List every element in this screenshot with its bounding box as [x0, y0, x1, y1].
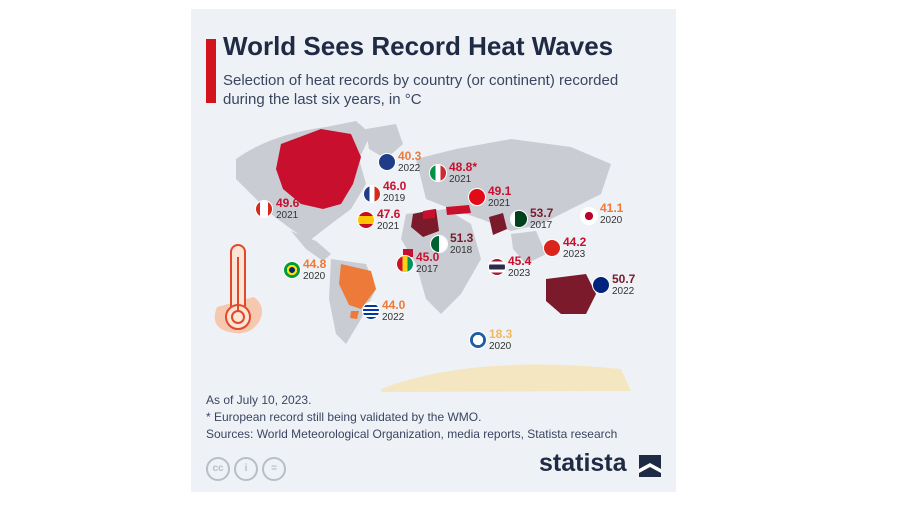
page-title: World Sees Record Heat Waves [223, 31, 614, 61]
record-year: 2017 [530, 220, 553, 231]
record-value: 50.7 [612, 272, 636, 286]
uruguay-flag-icon [363, 303, 379, 319]
record-year: 2023 [563, 249, 586, 260]
footer-notes: As of July 10, 2023. * European record s… [206, 392, 617, 443]
record-label: 44.2 2023 [563, 235, 587, 261]
uk-flag-icon [379, 154, 395, 170]
record-year: 2021 [488, 198, 511, 209]
canada-flag-icon [256, 201, 272, 217]
uruguay-shape [350, 311, 359, 319]
canada-shape [276, 129, 361, 209]
record-year: 2022 [382, 312, 405, 323]
record-value: 45.4 [508, 254, 532, 268]
algeria-flag-icon [431, 236, 447, 252]
record-label: 50.7 2022 [612, 272, 636, 298]
record-value: 45.0 [416, 250, 440, 264]
record-label: 53.7 2017 [530, 206, 554, 232]
record-year: 2020 [600, 215, 623, 226]
record-value: 49.1 [488, 184, 512, 198]
record-value: 44.8 [303, 257, 327, 271]
spain-shape [423, 209, 435, 219]
record-label: 46.0 2019 [383, 179, 407, 205]
thailand-flag-icon [489, 259, 505, 275]
record-label: 49.6 2021 [276, 196, 300, 222]
record-value: 44.0 [382, 298, 406, 312]
cc-icon[interactable]: cc [206, 457, 230, 481]
record-label: 48.8* 2021 [449, 160, 478, 186]
spain-flag-icon [358, 212, 374, 228]
guinea-shape [403, 249, 413, 257]
brazil-shape [339, 264, 376, 309]
statista-logo[interactable]: statista [539, 449, 627, 477]
record-label: 45.4 2023 [508, 254, 532, 280]
record-label: 51.3 2018 [450, 231, 474, 257]
record-label: 47.6 2021 [377, 207, 401, 233]
record-year: 2018 [450, 245, 473, 256]
thermometer-icon [214, 244, 263, 334]
record-year: 2022 [612, 286, 635, 297]
record-year: 2021 [377, 221, 400, 232]
record-value: 51.3 [450, 231, 474, 245]
record-value: 46.0 [383, 179, 407, 193]
guinea-flag-icon [397, 256, 413, 272]
record-value: 44.2 [563, 235, 587, 249]
page-subtitle: Selection of heat records by country (or… [223, 72, 619, 108]
record-value: 18.3 [489, 327, 513, 341]
world-map [236, 121, 631, 392]
attribution-icon[interactable]: i [234, 457, 258, 481]
record-value: 53.7 [530, 206, 554, 220]
record-year: 2023 [508, 268, 531, 279]
australia-flag-icon [593, 277, 609, 293]
pakistan-shape [489, 213, 507, 235]
record-value: 48.8* [449, 160, 478, 174]
record-label: 40.3 2022 [398, 149, 422, 175]
record-value: 40.3 [398, 149, 422, 163]
turkey-flag-icon [469, 189, 485, 205]
brazil-flag-icon [284, 262, 300, 278]
antarctica-icon [470, 332, 486, 348]
record-year: 2019 [383, 193, 406, 204]
record-year: 2020 [489, 341, 512, 352]
record-value: 49.6 [276, 196, 300, 210]
record-label: 18.3 2020 [489, 327, 513, 353]
record-year: 2022 [398, 163, 421, 174]
footer-date: As of July 10, 2023. [206, 393, 312, 407]
no-derivatives-icon[interactable]: = [262, 457, 286, 481]
record-value: 47.6 [377, 207, 401, 221]
turkey-shape [446, 205, 471, 215]
australia-shape [546, 274, 596, 314]
france-flag-icon [364, 186, 380, 202]
record-year: 2017 [416, 264, 439, 275]
record-label: 49.1 2021 [488, 184, 512, 210]
record-label: 45.0 2017 [416, 250, 440, 276]
record-label: 44.0 2022 [382, 298, 406, 324]
record-year: 2021 [449, 174, 472, 185]
record-year: 2020 [303, 271, 326, 282]
pakistan-flag-icon [511, 211, 527, 227]
footer-note: * European record still being validated … [206, 410, 482, 424]
vietnam-flag-icon [544, 240, 560, 256]
japan-flag-icon [581, 208, 597, 224]
record-value: 41.1 [600, 201, 624, 215]
record-year: 2021 [276, 210, 299, 221]
statista-logo-mark [639, 455, 661, 477]
italy-flag-icon [430, 165, 446, 181]
infographic-card: World Sees Record Heat Waves Selection o… [191, 9, 676, 492]
record-label: 44.8 2020 [303, 257, 327, 283]
record-label: 41.1 2020 [600, 201, 624, 227]
title-accent-bar [206, 39, 216, 103]
footer-sources: Sources: World Meteorological Organizati… [206, 427, 618, 441]
